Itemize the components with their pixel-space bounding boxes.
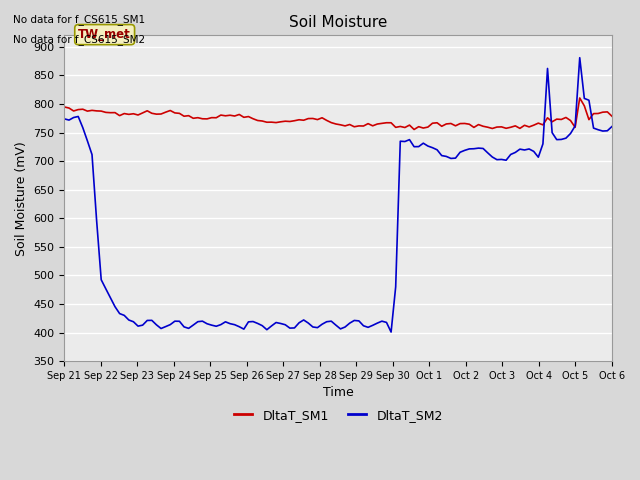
Text: No data for f_CS615_SM1: No data for f_CS615_SM1	[13, 14, 145, 25]
Text: TW_met: TW_met	[78, 28, 131, 41]
Text: No data for f_CS615_SM2: No data for f_CS615_SM2	[13, 34, 145, 45]
X-axis label: Time: Time	[323, 386, 353, 399]
Y-axis label: Soil Moisture (mV): Soil Moisture (mV)	[15, 141, 28, 256]
Title: Soil Moisture: Soil Moisture	[289, 15, 387, 30]
Legend: DltaT_SM1, DltaT_SM2: DltaT_SM1, DltaT_SM2	[228, 404, 447, 427]
